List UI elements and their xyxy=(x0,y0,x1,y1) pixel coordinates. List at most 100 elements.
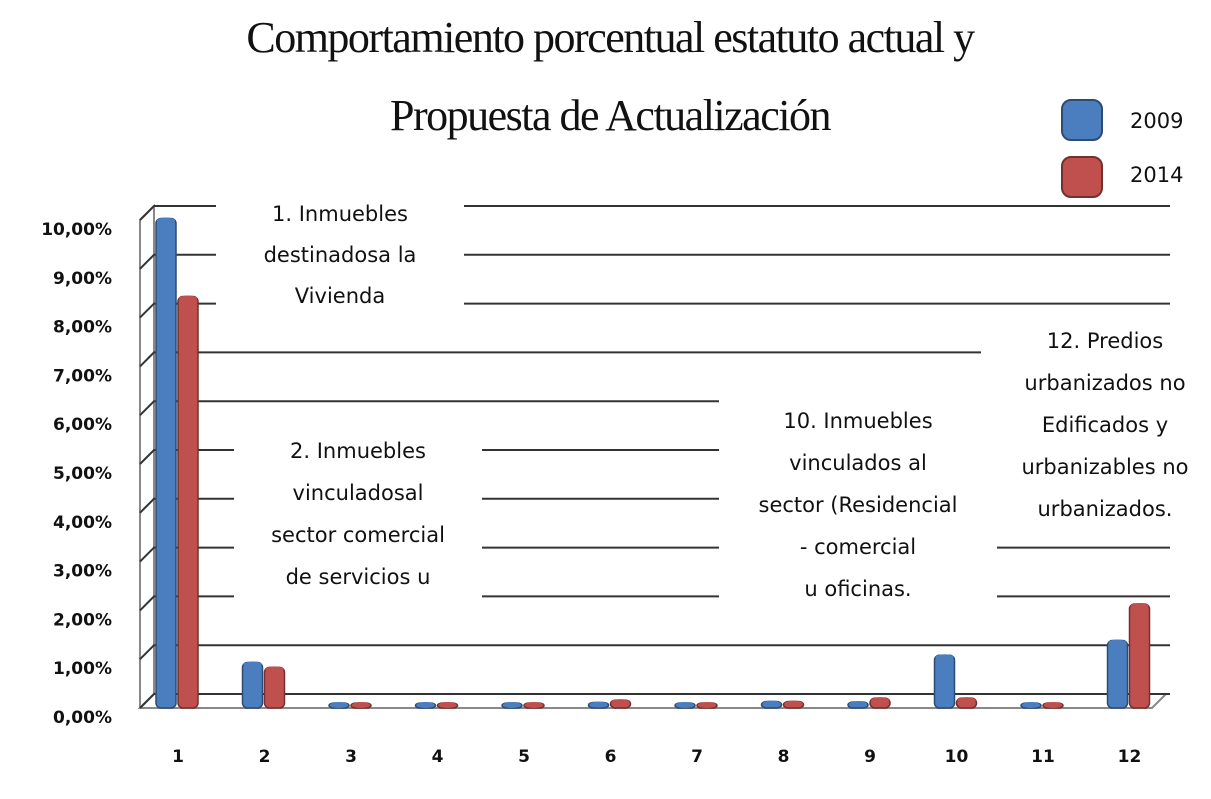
grid-line xyxy=(139,302,1170,319)
x-tick-label: 12 xyxy=(1118,747,1142,767)
grid-line xyxy=(139,644,1170,660)
x-tick-label: 2 xyxy=(259,747,271,767)
bar-face xyxy=(416,702,435,709)
bar xyxy=(1106,639,1129,709)
bar-face xyxy=(698,702,716,709)
bar-face xyxy=(957,697,976,704)
bar-face xyxy=(241,661,264,709)
bar xyxy=(523,702,545,709)
bar-face xyxy=(438,702,457,709)
bar xyxy=(955,697,978,709)
x-tick-label: 7 xyxy=(691,747,703,767)
bar-face xyxy=(611,699,630,706)
bar xyxy=(501,702,523,709)
bar-face xyxy=(784,700,803,707)
annotation: - comercial xyxy=(800,535,916,559)
annotation: Vivienda xyxy=(295,284,385,308)
bar-face xyxy=(157,217,175,224)
annotation: 2. Inmuebles xyxy=(290,439,426,463)
bar-face xyxy=(1022,702,1040,709)
floor xyxy=(137,693,1169,709)
x-tick-label: 3 xyxy=(345,747,357,767)
grid-line xyxy=(139,205,1170,221)
bar-face xyxy=(179,295,197,302)
legend-label: 2009 xyxy=(1130,109,1183,133)
annotation: vinculadosal xyxy=(293,481,424,505)
grid-line xyxy=(139,351,1170,368)
bar xyxy=(674,702,696,709)
x-tick-label: 6 xyxy=(605,747,617,767)
bar xyxy=(869,697,891,709)
y-tick-label: 7,00% xyxy=(53,366,112,386)
x-tick-label: 9 xyxy=(864,747,876,767)
legend-label: 2014 xyxy=(1130,163,1183,187)
bar-face xyxy=(762,700,781,707)
bar-face xyxy=(589,701,608,708)
annotation: sector (Residencial xyxy=(759,493,958,517)
annotation-bg xyxy=(216,193,464,324)
y-tick-label: 0,00% xyxy=(53,708,112,728)
bar xyxy=(1042,702,1064,709)
bar xyxy=(350,702,372,709)
bar-face xyxy=(330,702,348,709)
y-tick-label: 10,00% xyxy=(41,220,112,240)
y-tick-label: 5,00% xyxy=(53,464,112,484)
bar xyxy=(933,654,956,709)
bar-face xyxy=(849,701,867,708)
annotation-bg xyxy=(981,320,1211,538)
x-tick-label: 11 xyxy=(1031,747,1055,767)
annotation: urbanizables no xyxy=(1021,455,1188,479)
annotation: 12. Predios xyxy=(1047,329,1163,353)
y-tick-label: 4,00% xyxy=(53,513,112,533)
bar-face xyxy=(177,295,199,709)
bar xyxy=(847,701,869,709)
annotation-bg xyxy=(234,430,482,606)
bar xyxy=(155,217,177,709)
bar-face xyxy=(676,702,694,709)
annotation: de servicios u xyxy=(286,565,431,589)
bar-face xyxy=(1130,602,1149,609)
bar xyxy=(782,700,805,709)
bar xyxy=(1020,702,1042,709)
y-tick-label: 8,00% xyxy=(53,318,112,338)
annotation: urbanizados no xyxy=(1024,371,1185,395)
chart-title: Comportamiento porcentual estatuto actua… xyxy=(246,13,975,62)
bar xyxy=(328,702,350,709)
chart-title: Propuesta de Actualización xyxy=(390,91,831,140)
bar xyxy=(177,295,199,709)
y-tick-label: 2,00% xyxy=(53,610,112,630)
x-tick-label: 4 xyxy=(432,747,444,767)
bar xyxy=(241,661,264,709)
bar-face xyxy=(1128,603,1151,709)
annotation: Edificados y xyxy=(1042,413,1168,437)
bar xyxy=(760,700,783,709)
annotation: u oficinas. xyxy=(804,577,911,601)
annotation: urbanizados. xyxy=(1038,497,1173,521)
bar xyxy=(436,702,459,709)
y-tick-label: 3,00% xyxy=(53,562,112,582)
bar-face xyxy=(933,654,956,709)
y-tick-label: 9,00% xyxy=(53,269,112,289)
bar-face xyxy=(243,661,262,668)
y-tick-label: 1,00% xyxy=(53,659,112,679)
legend-swatch xyxy=(1061,156,1103,198)
bar-face xyxy=(265,666,284,673)
annotation: sector comercial xyxy=(271,523,445,547)
bar xyxy=(587,701,610,709)
y-tick-label: 6,00% xyxy=(53,415,112,435)
bar xyxy=(609,699,632,709)
annotation: destinadosa la xyxy=(264,243,417,267)
legend-swatch xyxy=(1061,99,1103,141)
bar-face xyxy=(525,702,543,709)
bar-face xyxy=(1106,639,1129,709)
annotation: vinculados al xyxy=(789,451,927,475)
bar xyxy=(696,702,718,709)
x-tick-label: 10 xyxy=(945,747,969,767)
annotation: 10. Inmuebles xyxy=(783,409,932,433)
x-tick-label: 5 xyxy=(518,747,530,767)
grid-line xyxy=(139,693,1170,709)
annotation: 1. Inmuebles xyxy=(272,202,408,226)
x-tick-label: 8 xyxy=(778,747,790,767)
bar-face xyxy=(155,217,177,709)
